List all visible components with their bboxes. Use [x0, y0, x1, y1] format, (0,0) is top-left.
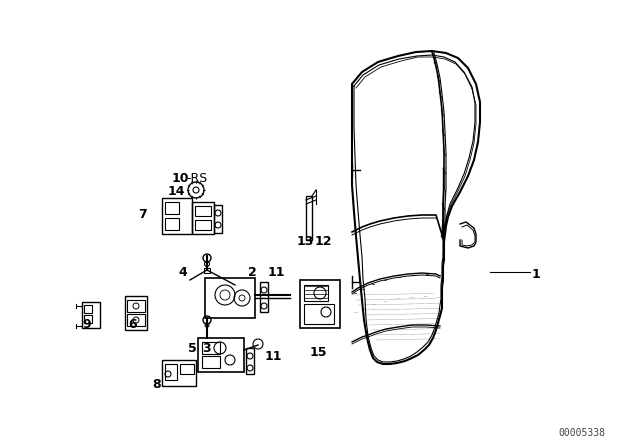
- Text: 1: 1: [532, 268, 541, 281]
- Bar: [162, 360, 196, 386]
- Text: 7: 7: [138, 208, 147, 221]
- Text: 12: 12: [315, 235, 333, 248]
- Text: 4: 4: [178, 266, 187, 279]
- Bar: [204, 268, 210, 273]
- Bar: [82, 302, 100, 328]
- Bar: [195, 220, 211, 230]
- Text: 8: 8: [152, 378, 161, 391]
- Bar: [260, 282, 268, 312]
- Bar: [162, 198, 192, 234]
- Text: 10: 10: [172, 172, 189, 185]
- Bar: [304, 304, 334, 324]
- Text: 15: 15: [310, 346, 328, 359]
- Bar: [125, 296, 147, 330]
- Bar: [165, 218, 179, 230]
- Text: 9: 9: [82, 318, 91, 331]
- Bar: [246, 348, 254, 374]
- Text: 00005338: 00005338: [558, 428, 605, 438]
- Text: -RS: -RS: [186, 172, 207, 185]
- Text: 2: 2: [248, 266, 257, 279]
- Bar: [127, 300, 145, 312]
- Text: 14: 14: [168, 185, 186, 198]
- Bar: [192, 202, 214, 234]
- Bar: [165, 364, 177, 380]
- Bar: [205, 278, 255, 318]
- Bar: [180, 364, 194, 374]
- Bar: [202, 356, 220, 368]
- Bar: [84, 305, 92, 313]
- Bar: [300, 280, 340, 328]
- Bar: [306, 196, 312, 240]
- Bar: [127, 314, 145, 326]
- Text: 6: 6: [128, 318, 136, 331]
- Bar: [202, 342, 220, 354]
- Bar: [198, 338, 244, 372]
- Text: 5: 5: [188, 342, 196, 355]
- Text: 13: 13: [297, 235, 314, 248]
- Bar: [195, 206, 211, 216]
- Bar: [84, 315, 92, 323]
- Text: 3: 3: [202, 342, 211, 355]
- Bar: [165, 202, 179, 214]
- Bar: [304, 285, 328, 301]
- Text: 11: 11: [265, 350, 282, 363]
- Text: 11: 11: [268, 266, 285, 279]
- Bar: [214, 205, 222, 233]
